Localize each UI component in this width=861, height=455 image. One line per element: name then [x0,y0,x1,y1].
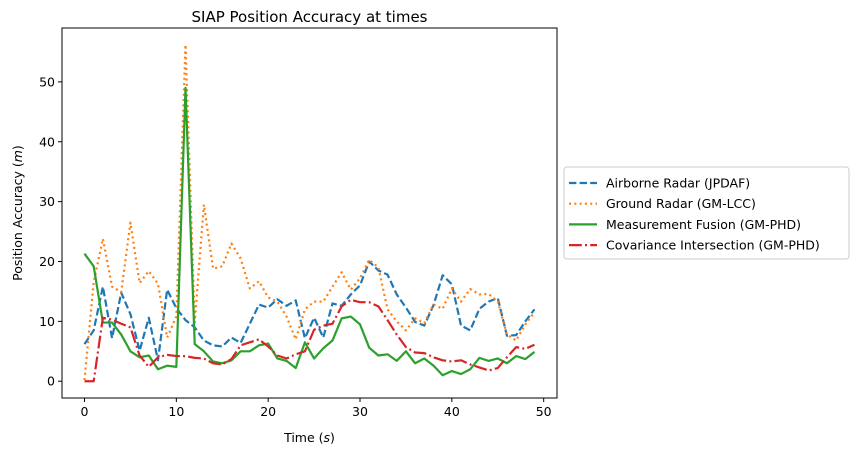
legend-label-4: Covariance Intersection (GM-PHD) [606,238,820,253]
y-tick-label: 50 [39,74,55,89]
plot-area [61,27,558,399]
y-axis-unit: m [10,150,25,162]
y-tick-label: 20 [39,254,55,269]
x-tick-label: 20 [260,404,276,419]
series-layer [83,43,536,383]
y-axis-label-text: Position Accuracy [10,171,25,281]
x-axis-label-text: Time [283,430,315,445]
x-tick-label: 40 [444,404,460,419]
legend-box [563,166,850,260]
chart-title: SIAP Position Accuracy at times [192,8,428,26]
x-tick-label: 10 [168,404,184,419]
legend-label-3: Measurement Fusion (GM-PHD) [606,217,801,232]
y-tick-label: 10 [39,314,55,329]
y-axis-ticks: 0 10 20 30 40 50 [39,74,62,389]
x-axis-ticks: 0 10 20 30 40 50 [81,398,552,419]
x-axis-label: Time (s) [283,430,335,445]
legend: Airborne Radar (JPDAF) Ground Radar (GM-L… [563,166,850,260]
y-tick-label: 0 [47,374,55,389]
series-line-4 [84,298,535,383]
x-tick-label: 50 [536,404,552,419]
x-tick-label: 30 [352,404,368,419]
x-axis-unit: s [324,430,331,445]
y-tick-label: 40 [39,134,55,149]
series-line-1 [83,260,536,362]
legend-label-1: Airborne Radar (JPDAF) [606,176,750,191]
legend-label-2: Ground Radar (GM-LCC) [606,196,756,211]
x-tick-label: 0 [81,404,89,419]
series-line-3 [83,86,536,377]
y-tick-label: 30 [39,194,55,209]
y-axis-label: Position Accuracy (m) [10,145,25,281]
